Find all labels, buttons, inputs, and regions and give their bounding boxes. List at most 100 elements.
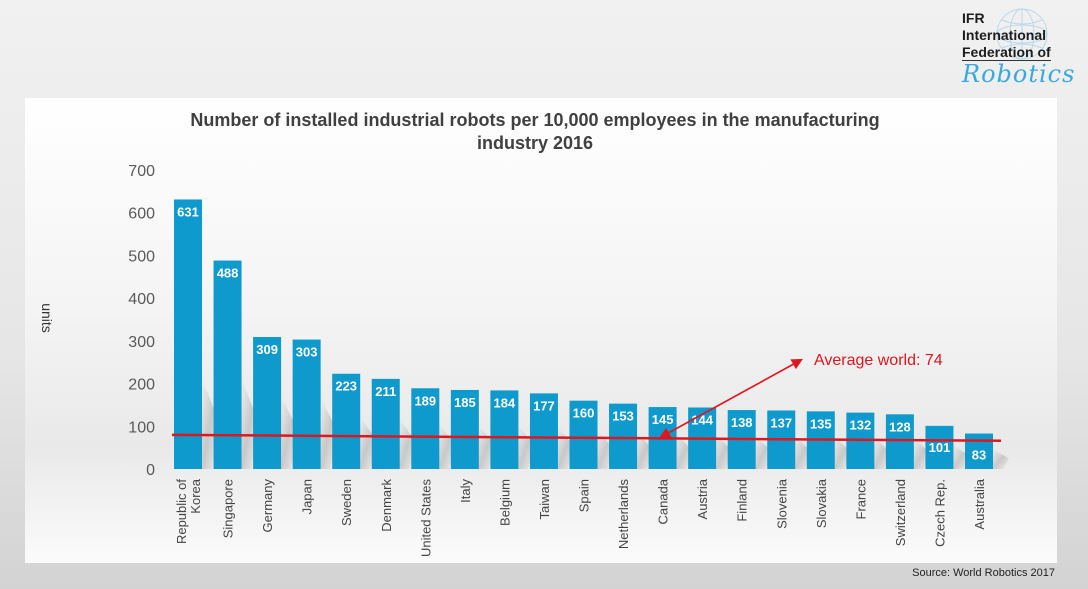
category-labels: Republic of Korea Singapore Germany Japan Swe…: [174, 478, 987, 557]
value-label: 101: [929, 440, 951, 455]
category-label-line: Taiwan: [537, 479, 552, 519]
y-axis-label: units: [39, 303, 55, 333]
y-tick-label: 300: [128, 334, 155, 351]
category-label-line: France: [853, 479, 868, 519]
category-label: France: [853, 479, 868, 519]
y-tick-label: 700: [128, 163, 155, 180]
category-label-line: Canada: [656, 478, 671, 524]
value-label: 132: [849, 418, 871, 433]
average-arrow: [659, 358, 803, 439]
value-label: 631: [177, 204, 199, 219]
value-label: 128: [889, 419, 911, 434]
y-axis-ticks: 0 100 200 300 400 500 600 700: [128, 163, 155, 479]
category-label-line: Switzerland: [893, 479, 908, 546]
category-label-line: Czech Rep.: [932, 479, 947, 547]
bar: [569, 400, 598, 469]
category-label-line: Denmark: [379, 479, 394, 532]
bar: [371, 378, 400, 469]
category-label-line: Sweden: [339, 479, 354, 526]
y-tick-label: 600: [128, 206, 155, 223]
bar-shadow: [993, 449, 1009, 469]
category-label: Singapore: [221, 479, 236, 538]
category-label-line: Italy: [458, 479, 473, 503]
category-label: Denmark: [379, 479, 394, 532]
logo-text-international: International: [962, 27, 1047, 43]
value-label: 488: [217, 266, 239, 281]
y-tick-label: 500: [128, 248, 155, 265]
value-label: 223: [335, 379, 357, 394]
category-label: Republic of Korea: [174, 478, 203, 544]
y-tick-label: 400: [128, 291, 155, 308]
value-label: 211: [375, 384, 396, 399]
bar: [213, 260, 242, 469]
value-label: 138: [731, 415, 753, 430]
chart-title: Number of installed industrial robots pe…: [190, 110, 879, 153]
category-label: Slovakia: [814, 478, 829, 528]
category-label: Netherlands: [616, 479, 631, 550]
average-line: [171, 433, 1002, 443]
category-label-line: Finland: [735, 479, 750, 522]
category-label-line: Austria: [695, 478, 710, 519]
category-label: Canada: [656, 478, 671, 524]
y-tick-label: 200: [128, 377, 155, 394]
category-label-line: Korea: [188, 478, 203, 513]
value-label: 137: [770, 415, 792, 430]
bar: [490, 390, 519, 469]
value-label: 309: [256, 342, 278, 357]
bar: [253, 337, 282, 469]
category-label: United States: [418, 479, 433, 558]
value-label: 83: [972, 448, 986, 463]
category-label: Taiwan: [537, 479, 552, 519]
globe-icon: [996, 8, 1048, 60]
category-label-line: Belgium: [497, 479, 512, 526]
category-label: Switzerland: [893, 479, 908, 546]
category-label: Belgium: [497, 479, 512, 526]
category-label-line: Australia: [972, 478, 987, 529]
y-tick-label: 100: [128, 419, 155, 436]
category-label-line: Slovenia: [774, 478, 789, 529]
category-label-line: Japan: [300, 479, 315, 514]
bar: [885, 414, 914, 469]
category-label: Italy: [458, 479, 473, 503]
logo-text-federation: Federation of: [962, 44, 1051, 61]
value-label: 160: [573, 406, 595, 421]
chart-title-line-2: industry 2016: [477, 133, 593, 153]
category-label: Sweden: [339, 479, 354, 526]
value-label: 184: [494, 395, 516, 410]
y-tick-label: 0: [146, 462, 155, 479]
value-label: 153: [612, 409, 634, 424]
category-label-line: Germany: [260, 479, 275, 533]
bar: [292, 339, 321, 469]
bar: [529, 393, 558, 469]
logo-text-ifr: IFR: [962, 10, 985, 26]
bar: [174, 199, 202, 470]
category-label: Germany: [260, 479, 275, 533]
bar: [332, 373, 361, 469]
category-label: Austria: [695, 478, 710, 519]
average-line-group: Average world: 74: [171, 352, 1002, 443]
category-label-line: United States: [418, 479, 433, 558]
category-label: Slovenia: [774, 478, 789, 529]
value-label: 303: [296, 345, 318, 360]
value-label: 135: [810, 416, 832, 431]
category-label: Spain: [577, 479, 592, 512]
category-label: Finland: [735, 479, 750, 522]
category-label-line: Netherlands: [616, 479, 631, 550]
bar: [925, 425, 954, 469]
bar: [609, 403, 638, 469]
bar: [411, 388, 440, 469]
value-label: 177: [533, 398, 555, 413]
category-label: Japan: [300, 479, 315, 514]
category-label: Australia: [972, 478, 987, 529]
value-label: 189: [414, 393, 436, 408]
category-label-line: Spain: [577, 479, 592, 512]
average-annotation: Average world: 74: [814, 352, 943, 369]
chart-title-line-1: Number of installed industrial robots pe…: [190, 110, 879, 130]
category-label: Czech Rep.: [932, 479, 947, 547]
value-label: 145: [652, 412, 674, 427]
category-label-line: Republic of: [174, 479, 189, 544]
category-label-line: Slovakia: [814, 478, 829, 528]
bar: [450, 389, 479, 469]
category-label-line: Singapore: [221, 479, 236, 538]
